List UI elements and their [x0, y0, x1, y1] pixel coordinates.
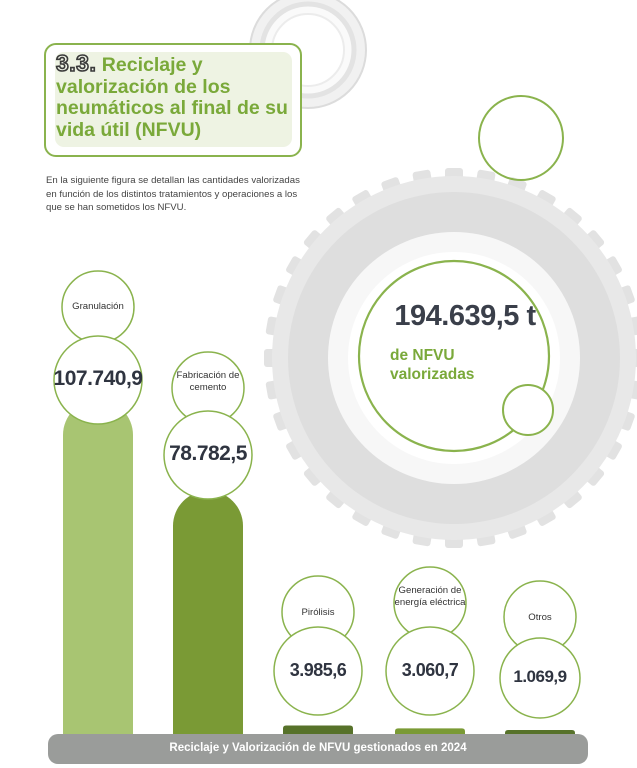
value-circle	[273, 626, 363, 716]
value-circle	[163, 410, 253, 500]
total-label: de NFVU valorizadas	[390, 347, 475, 383]
bar-chart	[53, 270, 581, 738]
value-circle	[385, 626, 475, 716]
value-label: 3.985,6	[289, 659, 347, 680]
value-circle	[499, 637, 581, 719]
total-value: 194.639,5 t	[394, 300, 536, 332]
category-label: Fabricación de cemento	[176, 370, 240, 393]
value-label: 1.069,9	[513, 667, 567, 687]
category-label: Granulación	[72, 301, 124, 312]
chart-title: Reciclaje y Valorización de NFVU gestion…	[169, 742, 467, 754]
chart-title-bar: Reciclaje y Valorización de NFVU gestion…	[48, 734, 588, 764]
intro-paragraph: En la siguiente figura se detallan las c…	[46, 175, 300, 214]
category-label: Generación de energía eléctrica	[394, 585, 466, 608]
decorative-circle	[478, 95, 564, 181]
category-label: Otros	[528, 612, 552, 623]
bar-0	[63, 400, 133, 738]
value-circle	[53, 335, 143, 425]
category-label: Pirólisis	[301, 607, 335, 618]
decorative-circle-small	[502, 384, 554, 436]
section-title-text: Reciclaje y valorización de los neumátic…	[56, 54, 288, 141]
bar-1	[173, 490, 243, 738]
section-title: 3.3. Reciclaje y valorización de los neu…	[55, 50, 296, 141]
section-title-box: 3.3. Reciclaje y valorización de los neu…	[44, 43, 302, 157]
section-title-background	[55, 52, 292, 147]
total-circle	[357, 259, 551, 453]
value-label: 107.740,9	[53, 366, 143, 390]
value-label: 3.060,7	[401, 659, 459, 680]
section-number: 3.3.	[55, 50, 97, 76]
value-label: 78.782,5	[169, 441, 247, 465]
